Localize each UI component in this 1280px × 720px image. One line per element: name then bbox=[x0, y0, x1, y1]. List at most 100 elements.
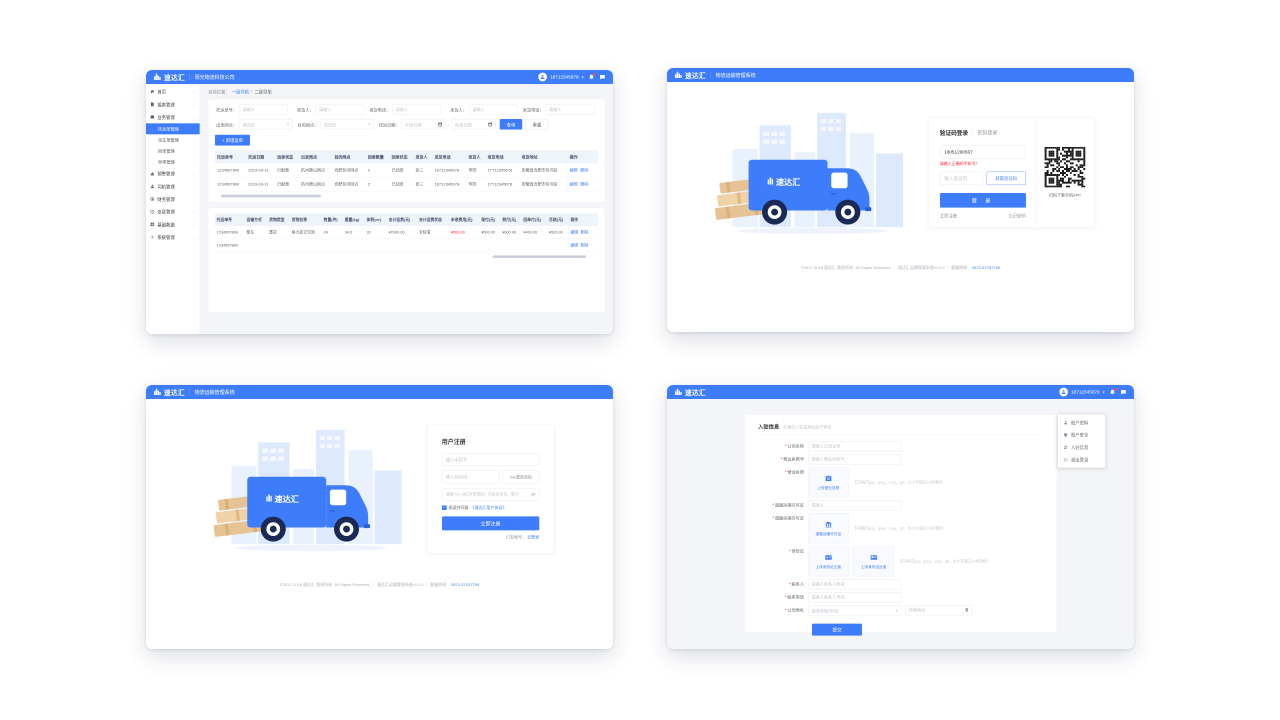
company-name-input[interactable] bbox=[807, 441, 902, 452]
location-pin-icon[interactable] bbox=[964, 608, 969, 613]
date-end-picker[interactable]: 结束日期 bbox=[451, 119, 496, 130]
submit-button[interactable]: 提交 bbox=[811, 623, 862, 636]
license-no-input[interactable] bbox=[807, 454, 902, 465]
notification-bell[interactable] bbox=[588, 72, 597, 80]
page-footer: ©2017-2018 速达汇 版权所有. All Rights Reserved… bbox=[279, 582, 480, 587]
phone-input[interactable] bbox=[441, 453, 540, 466]
service-phone[interactable]: 0571-57157790 bbox=[972, 265, 1001, 270]
chevron-icon: ⌄ bbox=[192, 102, 196, 107]
column-header: 收货人 bbox=[466, 150, 486, 164]
sidebar-item-info[interactable]: 信息管理 ⌄ bbox=[146, 205, 200, 218]
horizontal-scrollbar[interactable] bbox=[220, 194, 321, 198]
upload-idcard-front[interactable]: 上传身份证正面 bbox=[807, 546, 849, 577]
edit-link[interactable]: 编辑 bbox=[569, 181, 578, 187]
tab-password-login[interactable]: 密码登录 bbox=[977, 129, 998, 136]
company-name: 阳光物流科技公司 bbox=[194, 74, 235, 81]
calendar-icon bbox=[438, 122, 442, 126]
address-detail-input[interactable] bbox=[905, 605, 972, 616]
forgot-password-link[interactable]: 忘记密码 bbox=[1008, 213, 1026, 219]
menu-item-security[interactable]: 账户安全 bbox=[1058, 429, 1105, 441]
delete-link[interactable]: 删除 bbox=[580, 181, 589, 187]
message-button[interactable] bbox=[599, 74, 605, 80]
table-cell: 17712345678 bbox=[485, 163, 520, 178]
breadcrumb-level1[interactable]: 一级导航 bbox=[231, 89, 250, 95]
table-cell bbox=[364, 238, 387, 252]
table-cell: 2019-03-11 bbox=[246, 177, 276, 192]
table-cell: 18712345678 bbox=[432, 177, 467, 192]
edit-link[interactable]: 编辑 bbox=[569, 167, 578, 173]
delete-link[interactable]: 删除 bbox=[580, 243, 589, 248]
sidebar-item-driver[interactable]: 司机管理 ⌄ bbox=[146, 180, 200, 193]
depart-site-select[interactable]: 请选择 ▾ bbox=[238, 119, 293, 130]
menu-item-profile[interactable]: 账户资料 bbox=[1058, 416, 1105, 428]
login-button[interactable]: 登 录 bbox=[939, 192, 1026, 208]
tab-sms-login[interactable]: 验证码登录 bbox=[939, 129, 969, 137]
upload-hint: 支持格式jpg、jpeg、png、gif，大小不超过1M的图片 bbox=[853, 480, 944, 485]
register-card: 用户注册 34s重新获取 ✓ 阅读并同意 《速达汇用户协议》 立即注册 已有账号… bbox=[426, 424, 555, 554]
sidebar-item-business[interactable]: 业务管理 ⌄ bbox=[146, 111, 200, 124]
region-select[interactable]: 请选择省/市/区 ▾ bbox=[807, 605, 902, 616]
upload-business-license[interactable]: 上传营业执照 bbox=[807, 467, 849, 498]
sidebar-item-report[interactable]: 报表管理 ⌄ bbox=[146, 98, 200, 111]
menu-item-logout[interactable]: 退出登录 bbox=[1058, 453, 1105, 465]
add-waybill-button[interactable]: + 新增运单 bbox=[214, 134, 251, 146]
contact-phone-input[interactable] bbox=[807, 592, 902, 603]
get-code-button[interactable]: 获取验证码 bbox=[986, 171, 1026, 185]
person-icon bbox=[1063, 420, 1068, 425]
menu-item-settlement[interactable]: 入驻信息 bbox=[1058, 441, 1105, 453]
resend-code-button[interactable]: 34s重新获取 bbox=[502, 470, 540, 484]
phone-input[interactable] bbox=[939, 145, 1026, 159]
upload-idcard-back[interactable]: 上传身份证反面 bbox=[853, 546, 894, 577]
shipper-input[interactable] bbox=[468, 104, 518, 115]
service-phone[interactable]: 0571-57157790 bbox=[451, 582, 480, 587]
table-cell: 李四 bbox=[466, 163, 486, 178]
info-icon bbox=[150, 209, 155, 214]
shipper-phone-input[interactable] bbox=[545, 104, 595, 115]
user-menu[interactable]: 18712345678 ▾ bbox=[538, 72, 584, 82]
edit-link[interactable]: 编辑 bbox=[570, 230, 579, 235]
sidebar-subitem-dispatch[interactable]: 派车单管理 bbox=[157, 137, 179, 143]
sidebar-subitem-receipt[interactable]: 回单管理 bbox=[157, 148, 175, 154]
horizontal-scrollbar[interactable] bbox=[492, 255, 586, 258]
sidebar-subitem-waybill[interactable]: 托运单管理 bbox=[146, 123, 200, 135]
sidebar-item-system[interactable]: 系统管理 ⌄ bbox=[146, 231, 200, 244]
sidebar-item-home[interactable]: 首页 ⌄ bbox=[146, 85, 200, 98]
go-login-link[interactable]: 去登录 bbox=[527, 534, 540, 540]
contact-name-input[interactable] bbox=[807, 579, 902, 590]
reset-button[interactable]: 重置 bbox=[525, 118, 549, 130]
app-header: 速达汇 物流运输管理系统 bbox=[667, 68, 1134, 82]
date-start-picker[interactable]: 开始日期 bbox=[401, 119, 446, 130]
delete-link[interactable]: 删除 bbox=[580, 167, 589, 173]
sms-code-input[interactable] bbox=[939, 171, 983, 185]
sms-code-input[interactable] bbox=[441, 470, 500, 484]
register-button[interactable]: 立即注册 bbox=[441, 516, 540, 531]
id-card-back-icon bbox=[870, 553, 878, 561]
sidebar-item-finance[interactable]: 财务管理 ⌄ bbox=[146, 193, 200, 206]
sidebar-subitem-exception[interactable]: 异常管理 bbox=[157, 159, 175, 165]
road-permit-no-input[interactable] bbox=[807, 500, 902, 511]
edit-link[interactable]: 编辑 bbox=[570, 243, 579, 248]
register-link[interactable]: 立即注册 bbox=[939, 213, 958, 219]
user-agreement-link[interactable]: 《速达汇用户协议》 bbox=[470, 505, 507, 510]
waybill-no-input[interactable] bbox=[238, 104, 288, 115]
logo-icon bbox=[674, 388, 682, 396]
upload-road-permit[interactable]: 道路运输许可证 bbox=[807, 513, 849, 544]
password-input[interactable] bbox=[441, 487, 540, 501]
agree-checkbox[interactable]: ✓ bbox=[441, 505, 447, 510]
app-header: 速达汇 物流运输管理系统 bbox=[146, 385, 613, 399]
column-header: 运单状态 bbox=[275, 150, 299, 164]
notification-bell[interactable] bbox=[1109, 387, 1118, 395]
consignee-input[interactable] bbox=[315, 104, 365, 115]
dest-site-select[interactable]: 请选择 ▾ bbox=[320, 119, 374, 130]
consignee-phone-input[interactable] bbox=[392, 104, 441, 115]
sidebar-item-alert[interactable]: 预警管理 ⌄ bbox=[146, 167, 200, 180]
eye-icon[interactable] bbox=[530, 492, 535, 497]
message-button[interactable] bbox=[1120, 389, 1126, 395]
search-button[interactable]: 查询 bbox=[499, 118, 523, 130]
table-cell: 1234567890 bbox=[214, 177, 247, 192]
delete-link[interactable]: 删除 bbox=[580, 230, 589, 235]
app-header: 速达汇 18712345678 ▾ bbox=[667, 385, 1134, 399]
user-menu[interactable]: 18712345678 ▾ bbox=[1059, 387, 1105, 397]
sidebar-item-basedata[interactable]: 基础数据 ⌄ bbox=[146, 218, 200, 231]
sidebar: 首页 ⌄ 报表管理 ⌄ 业务管理 ⌄ 托运单管理 派车单管理 回单管理 异常管理 预警… bbox=[146, 83, 200, 334]
